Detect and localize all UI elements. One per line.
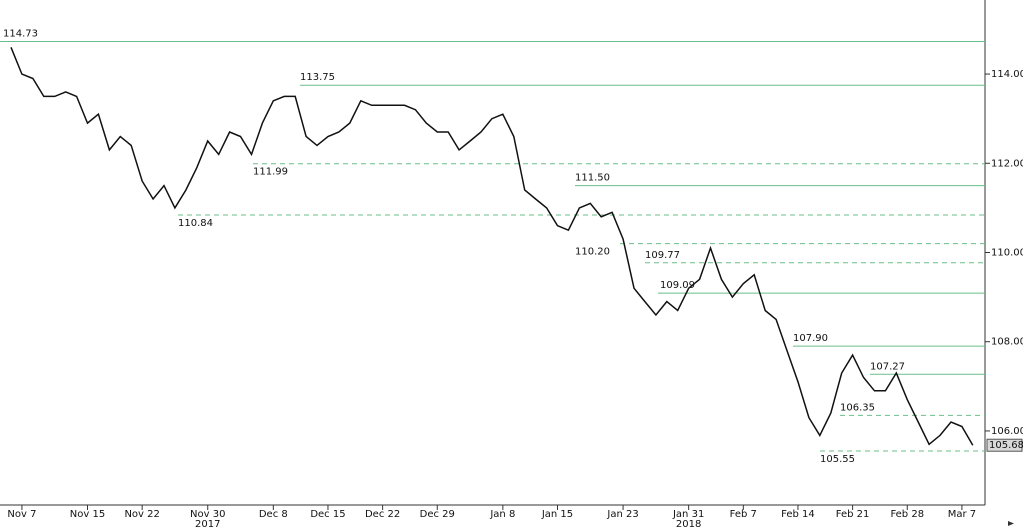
level-label: 111.99 <box>253 167 288 178</box>
x-tick-label: Dec 15 <box>310 509 345 520</box>
last-value-box <box>986 438 1023 452</box>
level-label: 114.73 <box>3 28 38 39</box>
x-tick-label: Nov 30 <box>190 509 225 520</box>
x-tick-label: Feb 7 <box>730 509 757 520</box>
y-tick-label: 112.00 <box>991 158 1023 169</box>
x-tick-label: Mar 7 <box>948 509 976 520</box>
level-label: 105.55 <box>820 454 855 465</box>
x-tick-label: Nov 22 <box>124 509 159 520</box>
year-label: 2017 <box>195 519 220 529</box>
y-tick-label: 110.00 <box>991 248 1023 259</box>
x-tick-label: Nov 15 <box>70 509 105 520</box>
price-line <box>10 47 974 446</box>
last-value-label: 105.68 <box>989 440 1023 451</box>
level-label: 110.84 <box>178 218 213 229</box>
x-tick-label: Feb 14 <box>781 509 815 520</box>
x-tick-label: Dec 8 <box>259 509 288 520</box>
y-tick-label: 106.00 <box>991 426 1023 437</box>
x-tick-label: Feb 28 <box>890 509 924 520</box>
level-label: 111.50 <box>575 173 610 184</box>
y-tick-label: 108.00 <box>991 337 1023 348</box>
x-tick-label: Dec 29 <box>420 509 455 520</box>
x-tick-label: Jan 15 <box>541 509 573 520</box>
x-tick-label: Jan 23 <box>606 509 638 520</box>
level-label: 109.77 <box>645 250 680 261</box>
level-label: 107.27 <box>870 361 905 372</box>
x-tick-label: Nov 7 <box>7 509 36 520</box>
level-label: 110.20 <box>575 247 610 258</box>
y-tick-label: 114.00 <box>991 69 1023 80</box>
year-label: 2018 <box>676 519 701 529</box>
x-tick-label: Dec 22 <box>365 509 400 520</box>
level-label: 107.90 <box>793 333 828 344</box>
level-label: 113.75 <box>300 72 335 83</box>
x-tick-label: Jan 8 <box>489 509 515 520</box>
x-tick-label: Jan 31 <box>672 509 704 520</box>
level-label: 106.35 <box>840 402 875 413</box>
scroll-arrow <box>1008 521 1014 526</box>
level-label: 109.09 <box>660 280 695 291</box>
x-tick-label: Feb 21 <box>836 509 870 520</box>
